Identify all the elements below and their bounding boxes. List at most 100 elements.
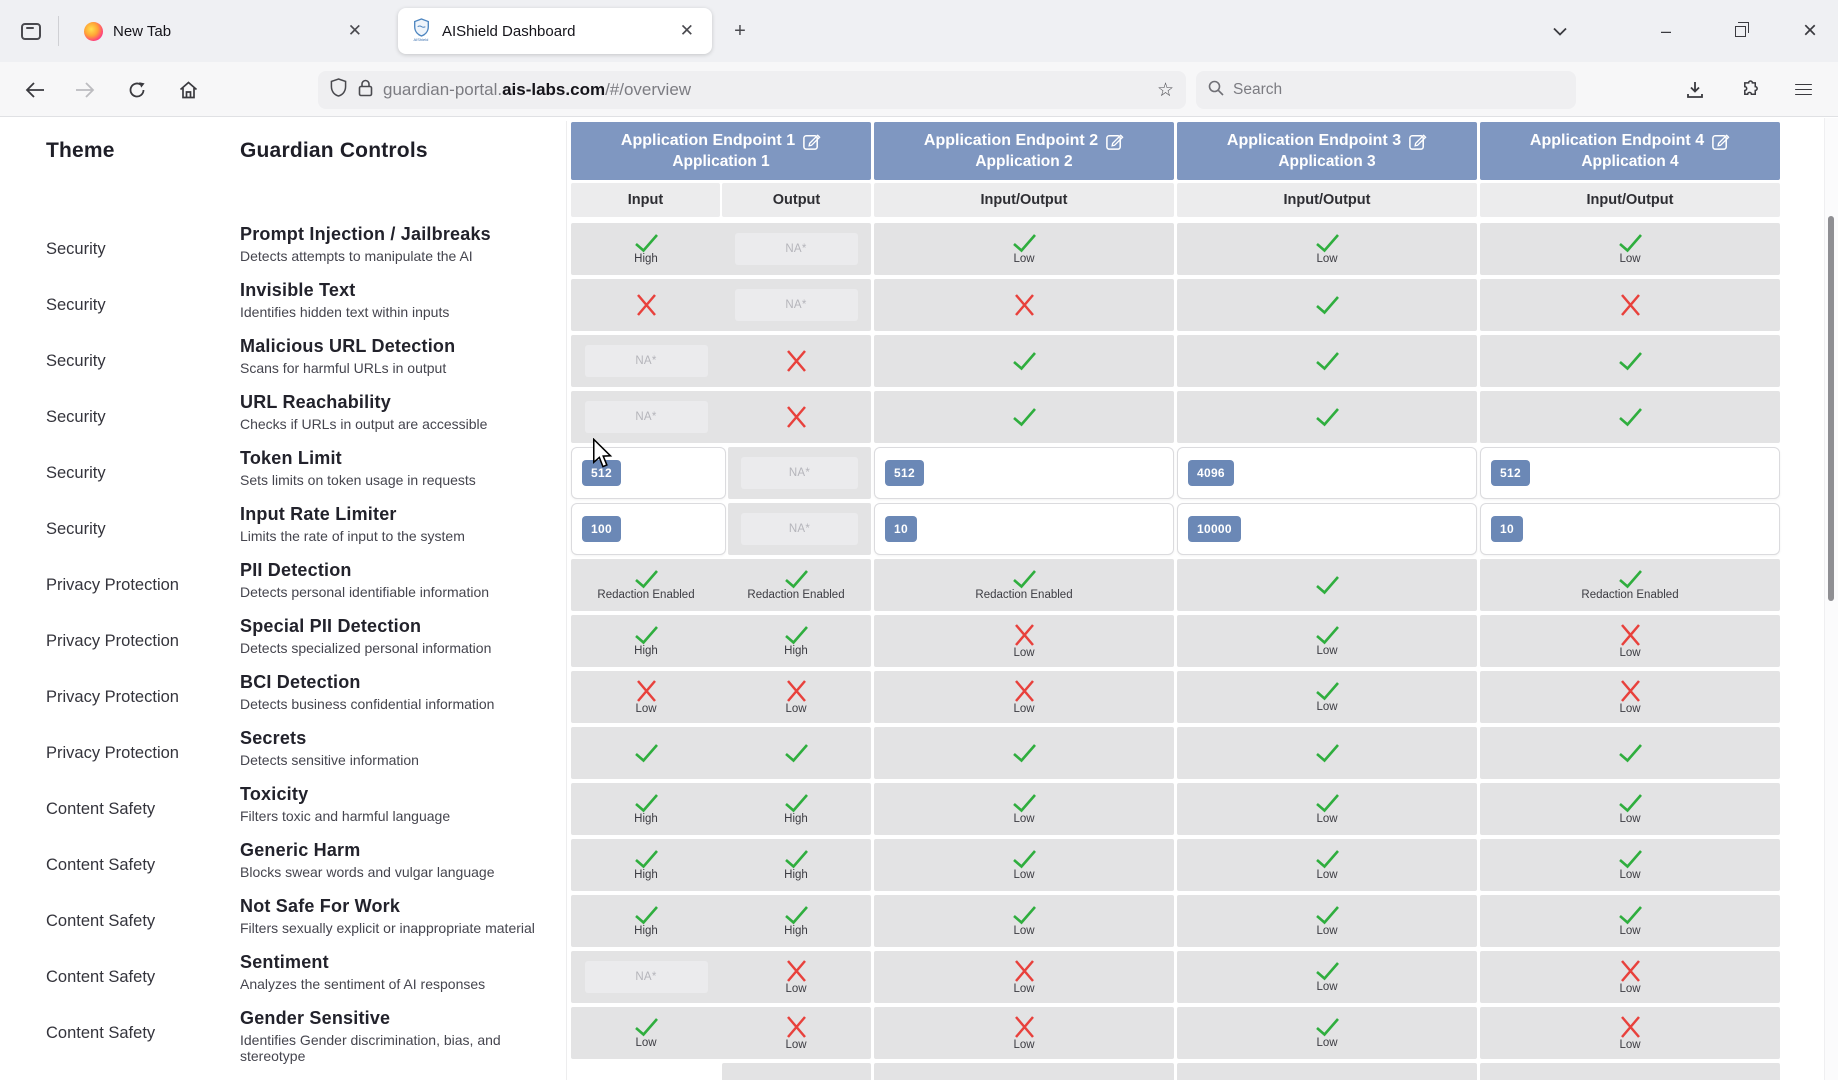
guardian-control: BCI Detection Detects business confidenti… [240, 671, 562, 723]
close-icon[interactable]: ✕ [679, 21, 694, 40]
limit-input-cell[interactable]: 512 [874, 447, 1174, 499]
guardian-dashboard: Theme Guardian Controls Security Security… [0, 118, 1838, 1080]
control-description: Identifies hidden text within inputs [240, 303, 450, 320]
url-bar[interactable]: guardian-portal.ais-labs.com/#/overview … [318, 71, 1186, 109]
control-title: Not Safe For Work [240, 896, 401, 916]
guardian-control: Input Rate Limiter Limits the rate of inp… [240, 503, 562, 555]
limit-value-badge[interactable]: 512 [1491, 460, 1530, 486]
extensions-icon[interactable] [1729, 62, 1771, 117]
cross-icon: Low [1619, 959, 1642, 995]
status-cell-pair [571, 727, 871, 779]
app-header: Application Endpoint 1 Application 1 [571, 122, 871, 180]
lock-icon[interactable] [358, 79, 373, 102]
check-status-cell: Low [1177, 1007, 1477, 1059]
check-half: High [571, 849, 721, 881]
limit-value-badge[interactable]: 10 [885, 516, 917, 542]
app-header: Application Endpoint 3 Application 3 [1177, 122, 1477, 180]
control-description: Detects business confidential informatio… [240, 695, 495, 712]
check-icon: High [633, 625, 660, 657]
restore-icon[interactable] [1720, 14, 1760, 48]
cross-status-cell: Low [874, 671, 1174, 723]
check-icon [1314, 351, 1341, 371]
cell-label: Low [1619, 1039, 1641, 1051]
app-name: Application 3 [1278, 152, 1376, 170]
cross-icon: Low [785, 959, 808, 995]
window-close-icon[interactable]: × [1802, 17, 1817, 44]
cross-half: Low [721, 959, 871, 995]
check-icon: Redaction Enabled [975, 569, 1073, 601]
check-status-cell: Low [1177, 783, 1477, 835]
tab-new-tab[interactable]: New Tab ✕ [72, 8, 380, 54]
limit-input-cell[interactable]: 100 [571, 503, 726, 555]
cross-status-cell [874, 279, 1174, 331]
check-icon [1314, 295, 1341, 315]
check-status-cell [874, 335, 1174, 387]
limit-input-cell[interactable]: 10000 [1177, 503, 1477, 555]
check-icon: High [633, 793, 660, 825]
cross-status-cell: Low [1480, 951, 1780, 1003]
tracking-shield-icon[interactable] [330, 78, 347, 102]
theme-label: Security [46, 351, 106, 370]
check-icon [1011, 743, 1038, 763]
limit-input-cell[interactable]: 4096 [1177, 447, 1477, 499]
firefox-view-icon[interactable] [14, 16, 48, 46]
edit-icon[interactable] [802, 132, 821, 151]
cell-label: Low [1316, 925, 1338, 937]
check-icon: High [783, 625, 810, 657]
theme-label: Security [46, 239, 106, 258]
limit-input-cell[interactable]: 512 [1480, 447, 1780, 499]
scrollbar-thumb[interactable] [1828, 216, 1834, 601]
back-icon[interactable] [14, 62, 56, 117]
check-icon: Low [633, 1017, 660, 1049]
na-label: NA* [788, 467, 811, 479]
check-icon: High [783, 849, 810, 881]
na-half: NA* [721, 233, 871, 265]
theme-label: Content Safety [46, 967, 156, 986]
check-half: High [571, 625, 721, 657]
new-tab-icon[interactable]: + [734, 19, 746, 42]
guardian-control: Special PII Detection Detects specialized… [240, 615, 562, 667]
limit-value-badge[interactable]: 10 [1491, 516, 1523, 542]
control-title: URL Reachability [240, 392, 391, 412]
app-endpoint-title: Application Endpoint 4 [1530, 132, 1730, 151]
theme-label: Privacy Protection [46, 743, 179, 762]
download-icon[interactable] [1674, 62, 1716, 117]
control-description: Analyzes the sentiment of AI responses [240, 975, 486, 992]
cross-icon: Low [1619, 623, 1642, 659]
check-status-cell: Low [1177, 671, 1477, 723]
theme-label: Privacy Protection [46, 575, 179, 594]
edit-icon[interactable] [1105, 132, 1124, 151]
status-cell-pair: Low Low [571, 671, 871, 723]
check-icon: Redaction Enabled [597, 569, 695, 601]
tabs-chevron-icon[interactable] [1540, 14, 1580, 48]
limit-value-badge[interactable]: 512 [885, 460, 924, 486]
edit-icon[interactable] [1408, 132, 1427, 151]
tab-aishield-dashboard[interactable]: AIShield AIShield Dashboard ✕ [398, 8, 712, 54]
app-header: Application Endpoint 4 Application 4 [1480, 122, 1780, 180]
cell-label: High [634, 925, 658, 937]
check-half: Redaction Enabled [571, 569, 721, 601]
minimize-icon[interactable]: – [1660, 20, 1671, 41]
reload-icon[interactable] [116, 62, 158, 117]
bookmark-star-icon[interactable]: ☆ [1156, 79, 1174, 101]
theme-label: Security [46, 463, 106, 482]
search-placeholder: Search [1233, 81, 1283, 98]
menu-icon[interactable] [1782, 62, 1824, 117]
limit-value-badge[interactable]: 4096 [1188, 460, 1234, 486]
theme-label: Privacy Protection [46, 687, 179, 706]
limit-input-cell[interactable]: 10 [1480, 503, 1780, 555]
control-title: Generic Harm [240, 840, 361, 860]
cell-label: Low [1013, 647, 1035, 659]
search-box[interactable]: Search [1196, 71, 1576, 109]
limit-input-cell[interactable]: 10 [874, 503, 1174, 555]
limit-value-badge[interactable]: 100 [582, 516, 621, 542]
edit-icon[interactable] [1711, 132, 1730, 151]
cell-label: Low [1013, 813, 1035, 825]
check-status-cell: Redaction Enabled [1480, 559, 1780, 611]
scrollbar-track[interactable] [1824, 118, 1838, 1080]
close-icon[interactable]: ✕ [347, 21, 362, 40]
home-icon[interactable] [167, 62, 209, 117]
limit-value-badge[interactable]: 10000 [1188, 516, 1241, 542]
forward-icon[interactable] [64, 62, 106, 117]
na-pill: NA* [734, 233, 858, 265]
